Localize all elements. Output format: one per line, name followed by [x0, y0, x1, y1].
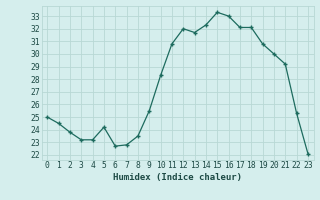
X-axis label: Humidex (Indice chaleur): Humidex (Indice chaleur)	[113, 173, 242, 182]
